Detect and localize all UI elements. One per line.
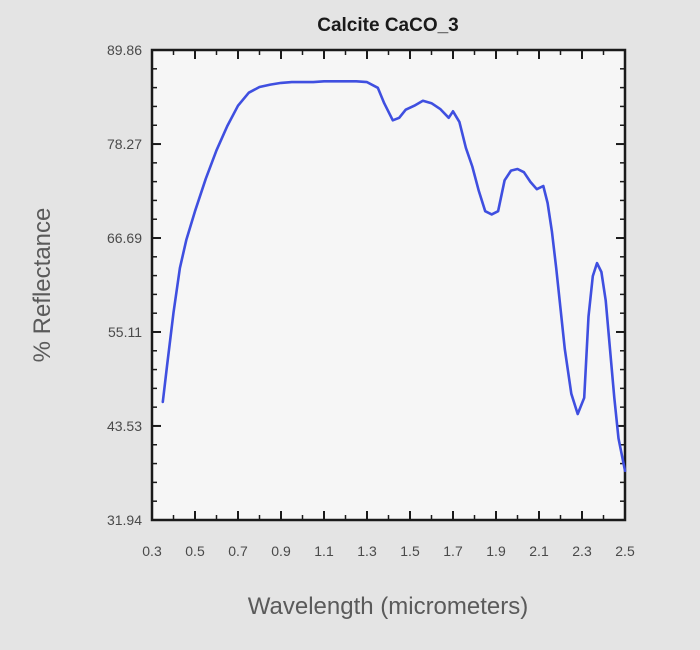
- x-tick-label: 2.5: [615, 543, 635, 559]
- y-tick-label: 31.94: [107, 512, 142, 528]
- tick-marks: [151, 49, 626, 521]
- plot-area: [150, 48, 627, 522]
- x-tick-label: 0.9: [271, 543, 291, 559]
- x-tick-label: 1.1: [314, 543, 334, 559]
- reflectance-curve: [161, 80, 627, 473]
- x-tick-labels: 0.3 0.5 0.7 0.9 1.1 1.3 1.5 1.7 1.9 2.1 2.3 2.5: [142, 543, 635, 559]
- x-tick-label: 0.5: [185, 543, 205, 559]
- y-axis-label: % Reflectance: [29, 208, 56, 363]
- x-tick-label: 1.9: [486, 543, 506, 559]
- y-tick-label: 55.11: [108, 324, 142, 340]
- x-tick-label: 0.7: [228, 543, 248, 559]
- chart-title: Calcite CaCO_3: [317, 15, 459, 36]
- x-tick-label: 0.3: [142, 543, 162, 559]
- y-tick-label: 78.27: [107, 136, 142, 152]
- x-tick-label: 1.7: [443, 543, 463, 559]
- x-tick-label: 1.5: [400, 543, 420, 559]
- y-tick-label: 43.53: [107, 418, 142, 434]
- y-tick-label: 66.69: [107, 230, 142, 246]
- x-axis-label: Wavelength (micrometers): [248, 593, 529, 620]
- x-tick-label: 1.3: [357, 543, 377, 559]
- y-tick-labels: 31.94 43.53 55.11 66.69 78.27 89.86: [107, 42, 142, 528]
- x-tick-label: 2.3: [572, 543, 592, 559]
- x-tick-label: 2.1: [529, 543, 549, 559]
- y-tick-label: 89.86: [107, 42, 142, 58]
